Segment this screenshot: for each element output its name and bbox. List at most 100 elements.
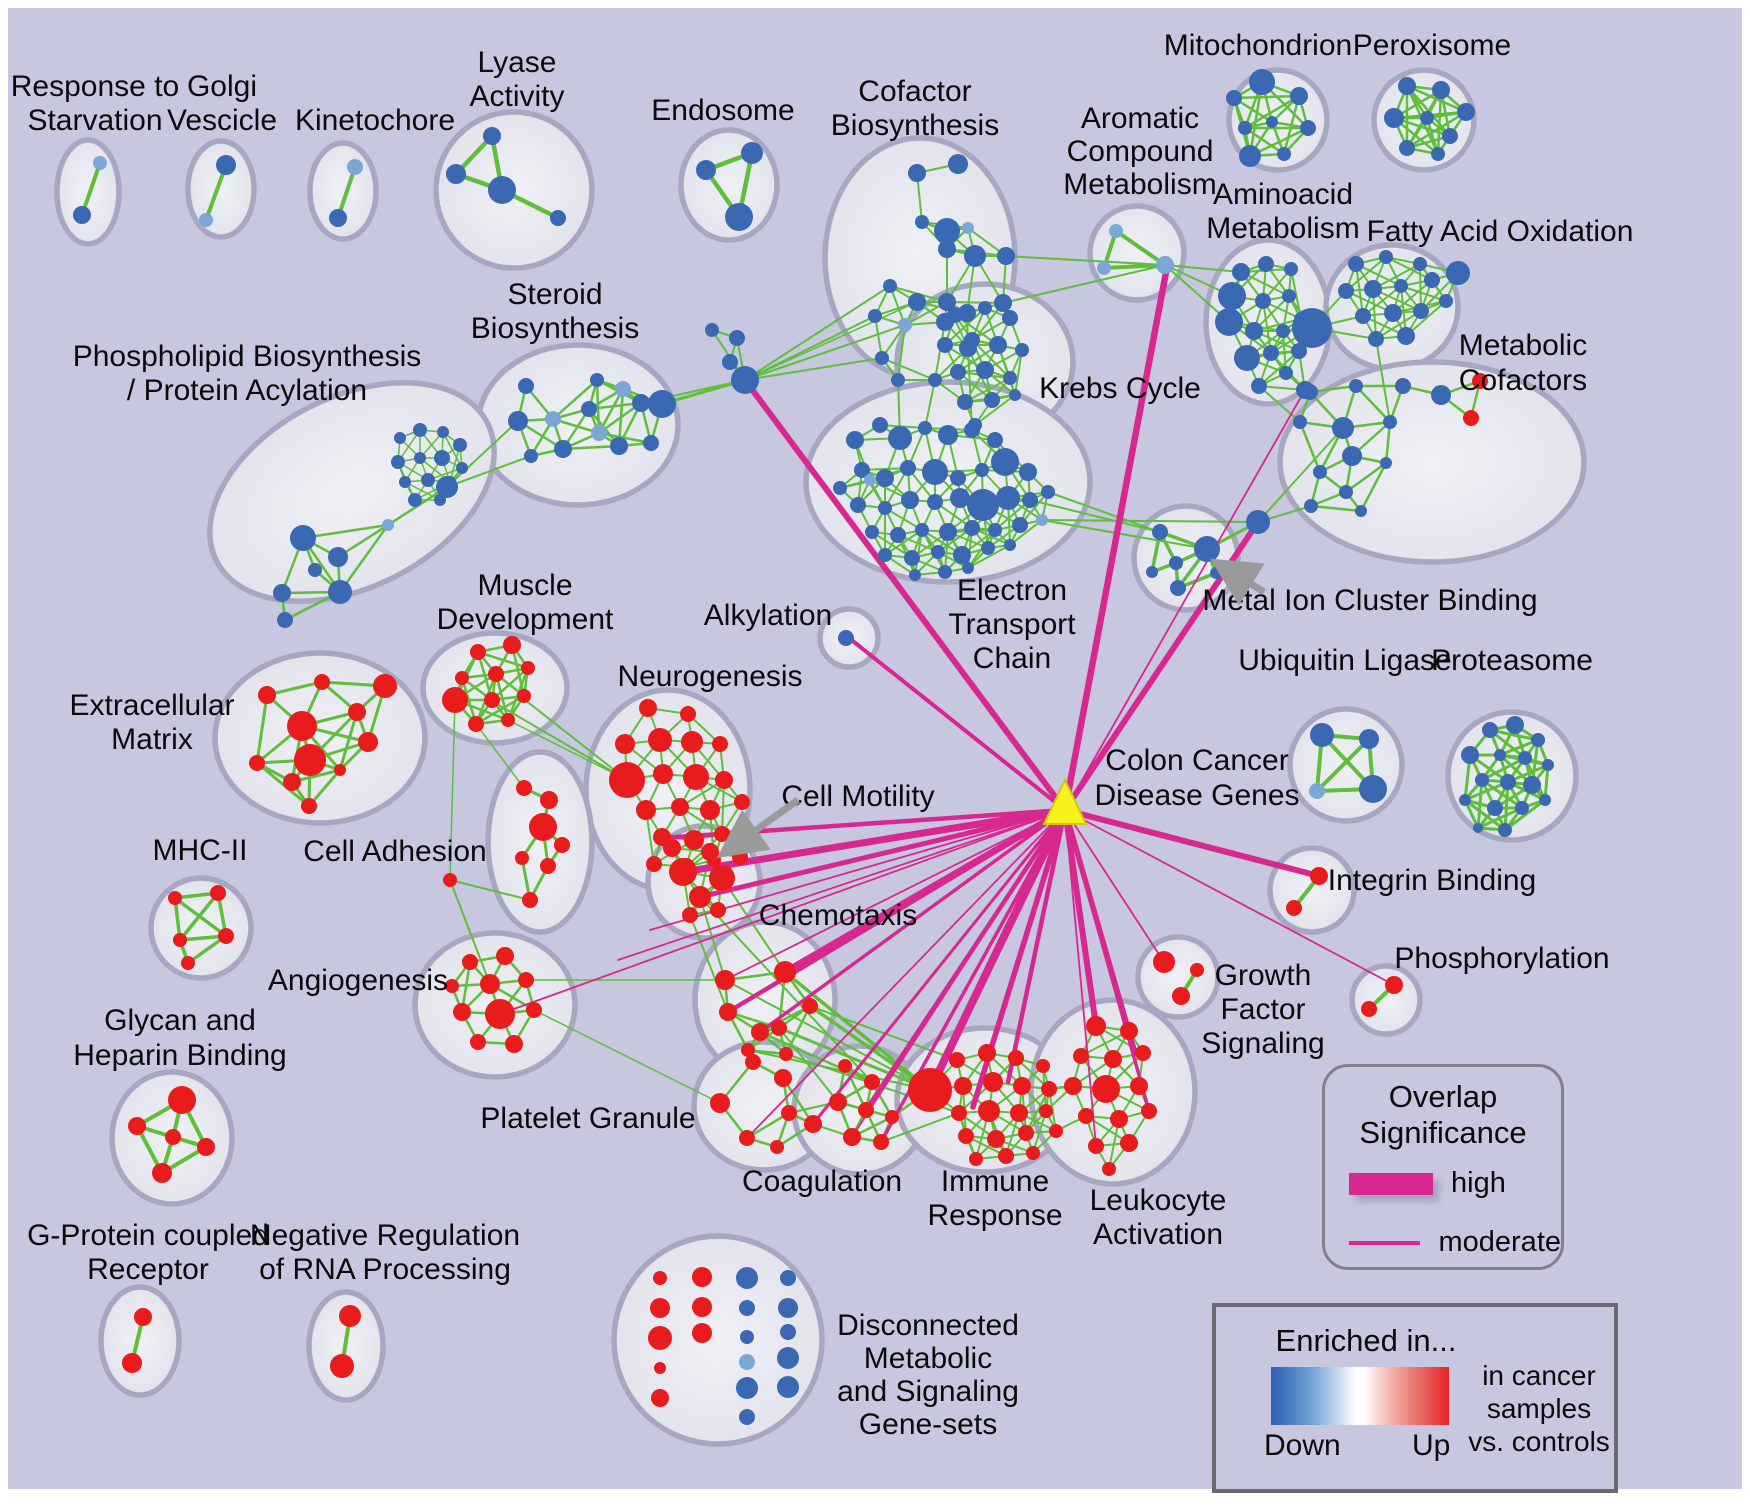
legend-overlap-title-2: Significance bbox=[1359, 1115, 1527, 1150]
label-muscle-development: Muscle bbox=[477, 569, 572, 602]
node-extracellular-matrix bbox=[358, 732, 378, 752]
node-metabolic-cofactors bbox=[1383, 415, 1397, 429]
node-peroxisome bbox=[1457, 103, 1475, 121]
node-krebs-cycle bbox=[1002, 310, 1018, 326]
node-disconnected-gene-sets bbox=[739, 1300, 755, 1316]
node-electron-transport-chain bbox=[901, 491, 919, 509]
node-mhc-ii bbox=[168, 891, 182, 905]
cluster-ellipse-disconnected-gene-sets bbox=[611, 1233, 825, 1447]
node bbox=[443, 873, 457, 887]
node-neurogenesis bbox=[683, 764, 709, 790]
node-angiogenesis bbox=[496, 947, 514, 965]
node-disconnected-gene-sets bbox=[654, 1362, 666, 1374]
node-mitochondrion bbox=[1300, 120, 1316, 136]
node-chemotaxis bbox=[741, 1043, 755, 1057]
node-chemotaxis bbox=[751, 1023, 769, 1041]
label-golgi-vescicle: Vescicle bbox=[167, 104, 277, 137]
node-metal-ion-cluster-binding bbox=[1152, 524, 1168, 540]
node-aminoacid-metabolism bbox=[1291, 343, 1307, 359]
node-aminoacid-metabolism bbox=[1276, 324, 1290, 338]
label-steroid-biosynthesis: Steroid bbox=[507, 278, 602, 311]
node-extracellular-matrix bbox=[314, 674, 330, 690]
edge-ubiquitin-ligase bbox=[1315, 737, 1371, 793]
label-cofactor-biosynthesis: Cofactor bbox=[858, 75, 971, 108]
node-cell-motility bbox=[732, 849, 748, 865]
node-glycan-heparin-binding bbox=[168, 1086, 196, 1114]
label-angiogenesis: Angiogenesis bbox=[268, 964, 448, 997]
node-immune-response bbox=[1026, 1146, 1040, 1160]
node-phospholipid-acylation bbox=[413, 423, 427, 437]
node-proteasome bbox=[1459, 794, 1471, 806]
node-steroid-biosynthesis bbox=[518, 378, 534, 394]
overlap-edge-high bbox=[1062, 807, 1099, 1029]
node-immune-response bbox=[1018, 1125, 1034, 1141]
node-krebs-cycle bbox=[984, 392, 1000, 408]
node-extracellular-matrix bbox=[334, 764, 346, 776]
green-link bbox=[747, 1049, 931, 1091]
node-chemotaxis bbox=[779, 1047, 793, 1061]
node-mitochondrion bbox=[1239, 145, 1261, 167]
node-mitochondrion bbox=[1238, 121, 1252, 135]
node-electron-transport-chain bbox=[1012, 517, 1028, 533]
node-coagulation bbox=[838, 1059, 852, 1073]
green-link bbox=[1257, 427, 1344, 523]
cluster-ellipse-golgi-vescicle bbox=[185, 138, 257, 240]
node-metabolic-cofactors bbox=[1304, 499, 1318, 513]
node-angiogenesis bbox=[445, 979, 459, 993]
edge-aminoacid-metabolism bbox=[1258, 350, 1300, 387]
edge-chemotaxis bbox=[784, 1004, 812, 1056]
label-kinetochore: Kinetochore bbox=[295, 104, 455, 137]
node-phospholipid-chain bbox=[308, 563, 322, 577]
label-metabolic-cofactors: Metabolic bbox=[1459, 329, 1587, 362]
node-steroid-biosynthesis bbox=[581, 401, 597, 417]
overlap-edge-moderate bbox=[1064, 809, 1395, 986]
edge-mhc-ii bbox=[173, 896, 182, 942]
node-electron-transport-chain bbox=[991, 448, 1019, 476]
node-cofactor-biosynthesis bbox=[891, 373, 905, 387]
label-immune-response: Response bbox=[927, 1199, 1062, 1232]
node-negative-regulation-rna bbox=[339, 1305, 361, 1327]
edge-cofactor-biosynthesis bbox=[946, 301, 1004, 304]
node-extracellular-matrix bbox=[373, 674, 397, 698]
label-immune-response: Immune bbox=[941, 1165, 1049, 1198]
overlap-edge-high bbox=[742, 377, 1068, 813]
node-disconnected-gene-sets bbox=[648, 1326, 672, 1350]
node-proteasome bbox=[1482, 722, 1498, 738]
node-muscle-development bbox=[488, 666, 504, 682]
edge-extracellular-matrix bbox=[265, 680, 324, 697]
green-link bbox=[475, 723, 525, 789]
edge-platelet-granule bbox=[745, 1111, 791, 1140]
legend-overlap-title-1: Overlap bbox=[1388, 1079, 1498, 1114]
label-cofactor-biosynthesis: Biosynthesis bbox=[831, 109, 999, 142]
disease-genes-triangle bbox=[1042, 777, 1088, 825]
node-metabolic-cofactors bbox=[1302, 384, 1318, 400]
node-peroxisome bbox=[1399, 140, 1415, 156]
node-metal-ion-cluster-binding bbox=[1170, 580, 1186, 596]
node-phosphorylation bbox=[1385, 976, 1403, 994]
label-electron-transport-chain: Transport bbox=[948, 608, 1076, 641]
high-significance-swatch bbox=[1349, 1172, 1433, 1195]
edge-platelet-granule bbox=[781, 1076, 815, 1126]
node bbox=[1246, 510, 1270, 534]
node-krebs-cycle bbox=[950, 364, 966, 380]
node-fatty-acid-oxidation bbox=[1364, 280, 1382, 298]
cluster-ellipse-ubiquitin-ligase bbox=[1287, 706, 1405, 824]
edge-fatty-acid-oxidation bbox=[1385, 256, 1433, 281]
node-steroid-biosynthesis bbox=[643, 435, 659, 451]
label-phospholipid-acylation: Phospholipid Biosynthesis bbox=[73, 340, 422, 373]
overlap-edge-moderate bbox=[746, 809, 1066, 1139]
label-metabolic-cofactors: Cofactors bbox=[1459, 364, 1587, 397]
green-link bbox=[699, 896, 726, 981]
node-mhc-ii bbox=[210, 885, 226, 901]
node-chemotaxis bbox=[771, 1020, 787, 1036]
node-leukocyte-activation bbox=[1086, 1016, 1106, 1036]
node-proteasome bbox=[1498, 823, 1512, 837]
green-link bbox=[778, 1027, 839, 1103]
green-link bbox=[446, 420, 519, 488]
node-platelet-granule bbox=[770, 1140, 784, 1154]
overlap-edge-moderate bbox=[724, 809, 1066, 981]
node-fatty-acid-oxidation bbox=[1368, 331, 1384, 347]
node-electron-transport-chain bbox=[900, 460, 916, 476]
node-krebs-cycle bbox=[957, 394, 973, 410]
node-leukocyte-activation bbox=[1078, 1108, 1094, 1124]
